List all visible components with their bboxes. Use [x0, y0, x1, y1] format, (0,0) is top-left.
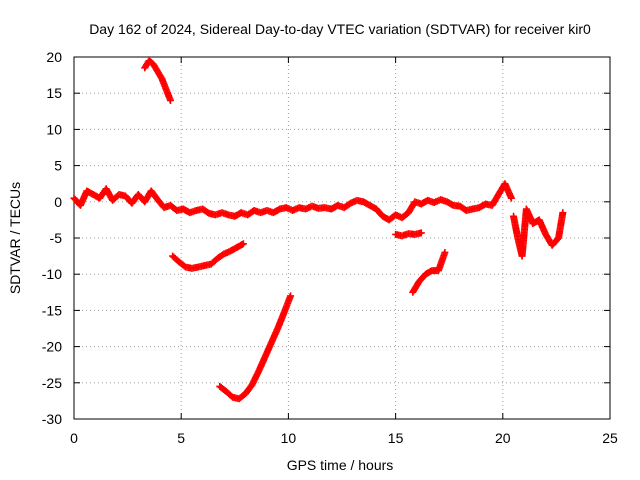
- chart-title: Day 162 of 2024, Sidereal Day-to-day VTE…: [89, 21, 591, 37]
- data-point-marker: [441, 248, 449, 256]
- series-arc-b: [169, 240, 247, 272]
- x-tick-label: 10: [281, 430, 297, 446]
- x-tick-label: 5: [177, 430, 185, 446]
- y-tick-label: 0: [54, 194, 62, 210]
- series-arc-f: [510, 205, 567, 260]
- y-tick-label: 5: [54, 158, 62, 174]
- y-tick-label: -5: [50, 230, 63, 246]
- x-tick-label: 0: [70, 430, 78, 446]
- y-tick-label: 15: [46, 85, 62, 101]
- data-point-marker: [287, 292, 295, 300]
- y-tick-label: 10: [46, 121, 62, 137]
- axis-ticks: 0 5 10 15 20 25 -30 -25 -20 -15 -10 -5 0 5 10 15 20: [42, 49, 618, 446]
- plot-frame: [73, 56, 611, 420]
- y-tick-label: -15: [42, 302, 62, 318]
- series-arc-d: [392, 229, 425, 240]
- x-tick-label: 25: [602, 430, 618, 446]
- y-tick-label: -25: [42, 375, 62, 391]
- y-axis-label: SDTVAR / TECUs: [7, 182, 23, 294]
- series-arc-c: [216, 292, 295, 403]
- y-tick-label: -30: [42, 411, 62, 427]
- data-point-marker: [417, 229, 425, 237]
- x-tick-label: 15: [388, 430, 404, 446]
- data-point-marker: [166, 96, 174, 104]
- y-tick-label: 20: [46, 49, 62, 65]
- x-tick-label: 20: [495, 430, 511, 446]
- grid: [74, 57, 610, 419]
- series-arc-a: [141, 57, 174, 104]
- data-point-marker: [507, 194, 515, 202]
- data-series: [70, 57, 567, 403]
- data-point-marker: [239, 240, 247, 248]
- y-tick-label: -20: [42, 339, 62, 355]
- series-arc-e: [409, 248, 449, 296]
- data-point-marker: [559, 209, 567, 217]
- series-main-arc: [70, 180, 515, 224]
- x-axis-label: GPS time / hours: [287, 457, 394, 473]
- y-tick-label: -10: [42, 266, 62, 282]
